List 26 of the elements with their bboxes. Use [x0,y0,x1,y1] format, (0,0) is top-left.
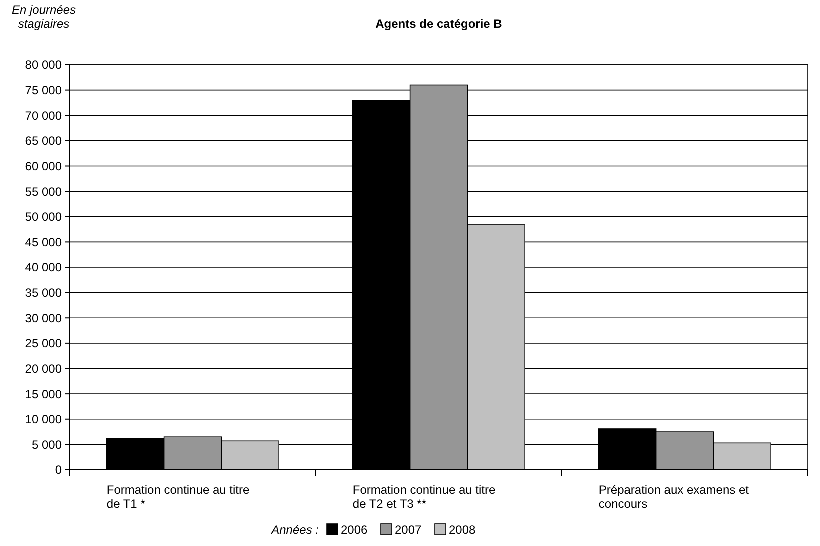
y-tick-label: 5 000 [32,438,62,452]
y-tick-label: 75 000 [25,84,62,98]
y-tick-label: 40 000 [25,260,62,275]
x-tick-label: Préparation aux examens et concours [598,483,750,511]
y-tick-label: 55 000 [25,184,62,199]
y-tick-label: 80 000 [25,58,62,72]
y-tick-label: 10 000 [25,412,62,427]
y-tick-label: 45 000 [25,235,62,250]
legend-label: 2007 [395,523,422,537]
y-tick-label: 20 000 [25,362,62,376]
y-tick-label: 50 000 [25,210,62,224]
y-tick-label: 0 [55,463,62,478]
legend-title: Années : [270,523,319,537]
chart-title: Agents de catégorie B [376,17,503,31]
x-tick-label: Formation continue au titre de T1 * [106,483,250,511]
y-tick-label: 35 000 [25,286,62,300]
y-tick-label: 65 000 [25,134,62,148]
y-tick-label: 15 000 [25,387,62,402]
y-tick-label: 25 000 [25,336,62,351]
y-tick-label: 60 000 [25,159,62,174]
y-axis-title: En journées stagiaires [12,3,76,31]
x-tick-label: Formation continue au titre de T2 et T3 ** [352,483,496,511]
y-tick-label: 30 000 [25,311,62,326]
y-tick-label: 70 000 [25,108,62,123]
legend-label: 2006 [341,523,368,537]
legend-label: 2008 [449,523,476,537]
